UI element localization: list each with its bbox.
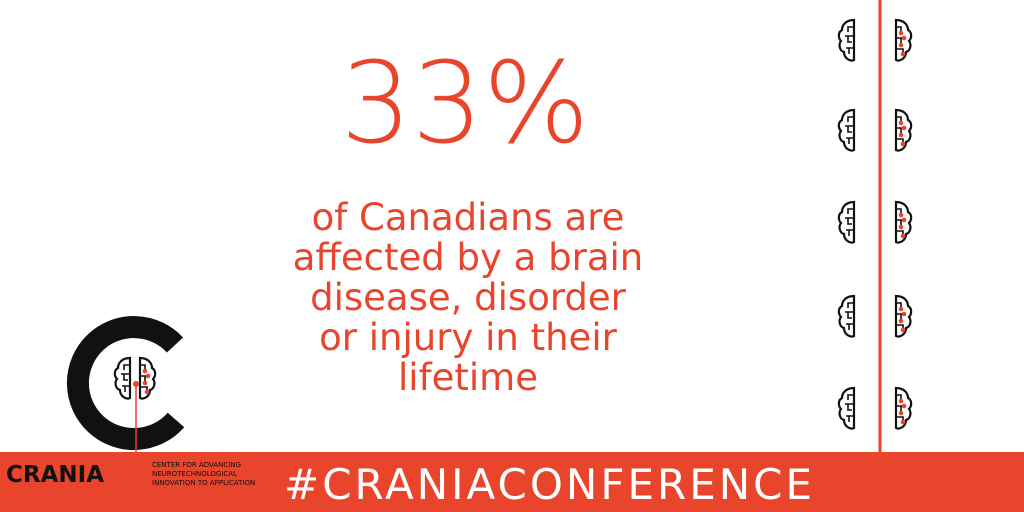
brain-column	[837, 18, 913, 430]
logo-tagline: NEUROTECHNOLOGICAL	[152, 470, 237, 478]
logo: CRANIA CENTER FOR ADVANCING NEUROTECHNOL…	[6, 316, 255, 488]
description-line: lifetime	[398, 356, 538, 399]
logo-dot	[133, 381, 139, 387]
logo-name: CRANIA	[6, 462, 104, 488]
brain-right	[894, 386, 913, 430]
brain-right	[894, 294, 913, 338]
logo-tagline: INNOVATION TO APPLICATION	[152, 479, 255, 487]
description-line: of Canadians are	[312, 196, 625, 239]
brain-left	[837, 18, 856, 62]
logo-brain-right	[138, 356, 157, 400]
description-line: or injury in their	[319, 316, 617, 359]
brain-right	[894, 200, 913, 244]
logo-tagline: CENTER FOR ADVANCING	[152, 461, 241, 469]
brain-left	[837, 108, 856, 152]
brain-left	[837, 294, 856, 338]
brain-left	[837, 200, 856, 244]
logo-brain-left	[113, 356, 132, 400]
logo-ring	[66, 316, 185, 451]
description-line: disease, disorder	[310, 276, 627, 319]
description-line: affected by a brain	[293, 236, 643, 279]
footer-bar	[0, 452, 1024, 512]
hashtag: #CRANIACONFERENCE	[284, 460, 815, 509]
stat: 33%	[341, 39, 590, 169]
brain-left	[837, 386, 856, 430]
brain-right	[894, 18, 913, 62]
brain-right	[894, 108, 913, 152]
